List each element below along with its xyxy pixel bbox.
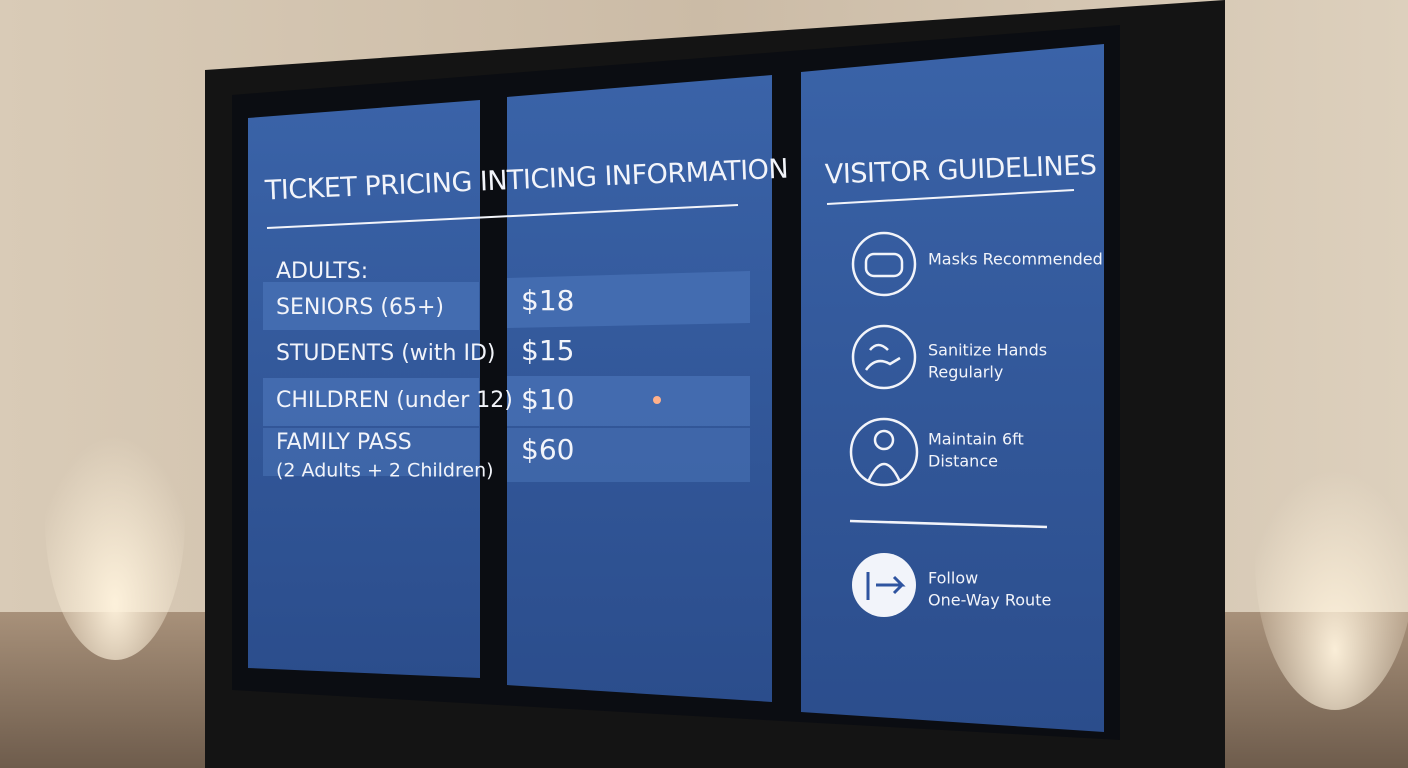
divider (849, 519, 1048, 529)
light-glow (1255, 410, 1408, 710)
screen-panel (801, 44, 1104, 732)
distance-icon (866, 462, 902, 483)
hands-icon (851, 324, 917, 390)
row-highlight (263, 428, 479, 476)
hands-icon (864, 343, 901, 371)
mask-icon (851, 231, 917, 297)
distance-icon (873, 429, 895, 451)
row-label: SENIORS (65+) (276, 295, 444, 320)
row-label: ADULTS: (276, 259, 368, 284)
title-rule (266, 204, 739, 229)
row-label: FAMILY PASS (276, 430, 412, 455)
row-price: $10 (521, 383, 574, 416)
row-price: $15 (521, 334, 574, 367)
guideline-list: Masks Recommended Sanitize Hands Regularly… (928, 250, 1103, 610)
row-label: STUDENTS (with ID) (276, 341, 495, 366)
row-highlight (507, 376, 750, 426)
row-note: (2 Adults + 2 Children) (276, 460, 494, 482)
row-price: $18 (521, 284, 574, 317)
row-highlight (263, 378, 479, 426)
route-icon (866, 572, 906, 600)
guideline-text: Sanitize Hands (928, 341, 1047, 360)
guideline-text: Maintain 6ft (928, 430, 1024, 449)
distance-icon (849, 417, 919, 487)
icons (849, 231, 1048, 529)
guideline-text: Regularly (928, 363, 1003, 382)
guideline-text: Masks Recommended (928, 250, 1103, 269)
reflection (653, 396, 661, 404)
row-highlight (263, 282, 479, 330)
row-highlight (507, 428, 750, 482)
guideline-text: Follow (928, 569, 978, 588)
mask-icon (864, 252, 904, 278)
guideline-text: Distance (928, 452, 998, 471)
title-rule (826, 189, 1075, 205)
guideline-text: One-Way Route (928, 591, 1051, 610)
row-price: $60 (521, 433, 574, 466)
row-highlight (507, 271, 750, 328)
row-label: CHILDREN (under 12) (276, 388, 513, 413)
light-glow (45, 380, 185, 660)
